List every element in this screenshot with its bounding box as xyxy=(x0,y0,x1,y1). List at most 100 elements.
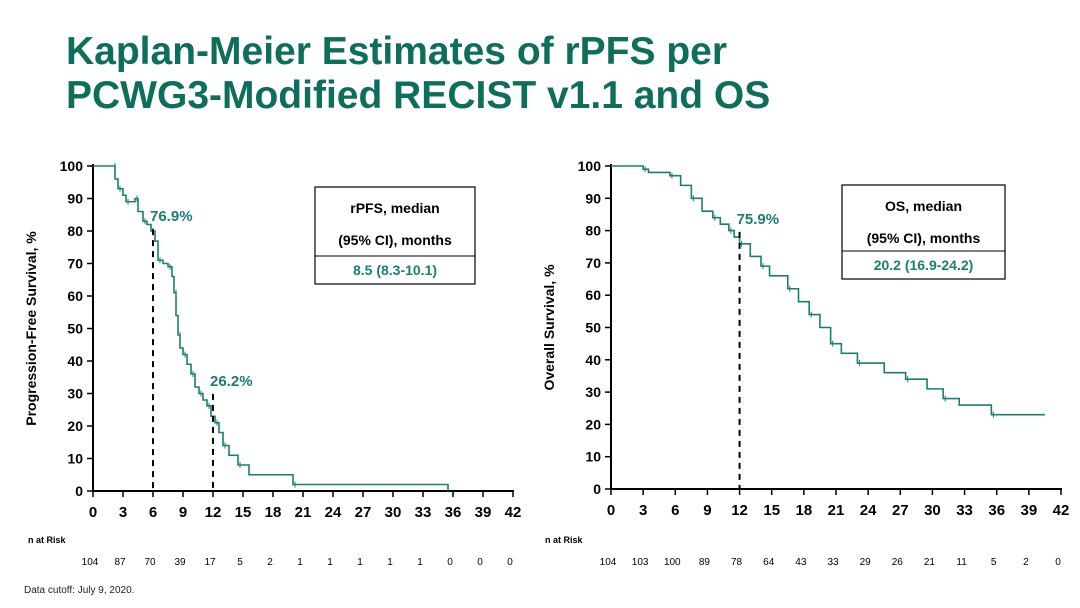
n-at-risk-count: 0 xyxy=(477,557,483,568)
x-tick-label: 42 xyxy=(1053,502,1070,519)
n-at-risk-count: 39 xyxy=(174,557,186,568)
median-box xyxy=(314,186,476,285)
y-tick-label: 50 xyxy=(585,320,601,336)
landmark-label: 26.2% xyxy=(210,373,253,390)
x-tick-label: 18 xyxy=(796,502,813,519)
y-tick-label: 80 xyxy=(67,223,83,239)
x-tick-label: 12 xyxy=(205,504,222,521)
median-box-value: 20.2 (16.9-24.2) xyxy=(874,257,974,273)
n-at-risk-count: 1 xyxy=(357,557,363,568)
y-tick-label: 10 xyxy=(585,449,601,465)
x-tick-label: 30 xyxy=(385,504,402,521)
n-at-risk-count: 1 xyxy=(417,557,423,568)
median-box-subtitle: (95% CI), months xyxy=(867,230,981,246)
n-at-risk-count: 5 xyxy=(237,557,243,568)
n-at-risk-count: 1 xyxy=(297,557,303,568)
x-tick-label: 3 xyxy=(119,504,127,521)
landmark-label: 76.9% xyxy=(150,208,193,225)
median-box-value: 8.5 (8.3-10.1) xyxy=(353,262,437,278)
y-tick-label: 100 xyxy=(60,158,84,174)
y-tick-label: 90 xyxy=(585,190,601,206)
x-tick-label: 6 xyxy=(149,504,157,521)
n-at-risk-count: 29 xyxy=(860,557,872,568)
n-at-risk-count: 104 xyxy=(600,557,617,568)
n-at-risk-count: 43 xyxy=(795,557,807,568)
n-at-risk-count: 1 xyxy=(387,557,393,568)
x-tick-label: 24 xyxy=(860,502,877,519)
n-at-risk-count: 70 xyxy=(144,557,156,568)
y-tick-label: 70 xyxy=(585,255,601,271)
slide-title-line-1: Kaplan-Meier Estimates of rPFS per xyxy=(66,30,728,73)
x-tick-label: 12 xyxy=(731,502,748,519)
n-at-risk-count: 2 xyxy=(267,557,273,568)
survival-curve-os xyxy=(611,165,1045,416)
x-tick-label: 30 xyxy=(924,502,941,519)
x-tick-label: 39 xyxy=(475,504,492,521)
x-tick-label: 33 xyxy=(415,504,432,521)
x-tick-label: 39 xyxy=(1021,502,1038,519)
y-tick-label: 20 xyxy=(585,416,601,432)
y-tick-label: 40 xyxy=(67,353,83,369)
y-tick-label: 50 xyxy=(67,321,83,337)
x-tick-label: 3 xyxy=(639,502,647,519)
x-tick-label: 18 xyxy=(265,504,282,521)
y-tick-label: 10 xyxy=(67,451,83,467)
x-tick-label: 42 xyxy=(505,504,522,521)
x-tick-label: 36 xyxy=(445,504,462,521)
n-at-risk-count: 87 xyxy=(114,557,126,568)
y-tick-label: 60 xyxy=(585,287,601,303)
n-at-risk-count: 26 xyxy=(892,557,904,568)
n-at-risk-label: n at Risk xyxy=(28,535,67,545)
median-box xyxy=(841,184,1006,280)
n-at-risk-count: 0 xyxy=(1055,557,1061,568)
y-tick-label: 90 xyxy=(67,191,83,207)
x-tick-label: 9 xyxy=(703,502,711,519)
x-tick-label: 15 xyxy=(763,502,780,519)
n-at-risk-count: 100 xyxy=(664,557,681,568)
x-tick-label: 6 xyxy=(671,502,679,519)
survival-curve-rpfs xyxy=(93,165,449,491)
x-tick-label: 0 xyxy=(89,504,97,521)
n-at-risk-count: 17 xyxy=(204,557,216,568)
y-tick-label: 60 xyxy=(67,288,83,304)
y-tick-label: 30 xyxy=(67,386,83,402)
n-at-risk-count: 11 xyxy=(956,557,967,568)
y-tick-label: 40 xyxy=(585,352,601,368)
n-at-risk-count: 89 xyxy=(699,557,711,568)
y-tick-label: 0 xyxy=(75,483,83,499)
y-tick-label: 70 xyxy=(67,256,83,272)
n-at-risk-count: 1 xyxy=(327,557,333,568)
slide-title-line-2: PCWG3-Modified RECIST v1.1 and OS xyxy=(66,74,771,117)
n-at-risk-count: 104 xyxy=(82,557,99,568)
x-tick-label: 33 xyxy=(956,502,973,519)
data-cutoff-note: Data cutoff: July 9, 2020. xyxy=(24,585,135,596)
n-at-risk-count: 0 xyxy=(507,557,513,568)
x-tick-label: 24 xyxy=(325,504,342,521)
x-tick-label: 21 xyxy=(828,502,845,519)
n-at-risk-count: 64 xyxy=(763,557,775,568)
n-at-risk-count: 21 xyxy=(924,557,936,568)
y-tick-label: 100 xyxy=(578,158,602,174)
y-axis-label: Progression-Free Survival, % xyxy=(23,231,39,426)
x-tick-label: 21 xyxy=(295,504,312,521)
y-tick-label: 80 xyxy=(585,223,601,239)
n-at-risk-count: 5 xyxy=(991,557,997,568)
n-at-risk-count: 103 xyxy=(632,557,649,568)
y-tick-label: 0 xyxy=(593,481,601,497)
slide-title: Kaplan-Meier Estimates of rPFS per PCWG3… xyxy=(66,30,1026,118)
median-box-subtitle: (95% CI), months xyxy=(338,232,452,248)
n-at-risk-count: 0 xyxy=(447,557,453,568)
x-tick-label: 27 xyxy=(892,502,909,519)
x-tick-label: 0 xyxy=(607,502,615,519)
n-at-risk-count: 2 xyxy=(1023,557,1029,568)
n-at-risk-label: n at Risk xyxy=(545,535,584,545)
landmark-label: 75.9% xyxy=(737,211,780,228)
x-tick-label: 9 xyxy=(179,504,187,521)
x-tick-label: 15 xyxy=(235,504,252,521)
median-box-title: OS, median xyxy=(885,198,962,214)
y-tick-label: 20 xyxy=(67,418,83,434)
y-axis-label: Overall Survival, % xyxy=(541,264,557,391)
y-tick-label: 30 xyxy=(585,384,601,400)
